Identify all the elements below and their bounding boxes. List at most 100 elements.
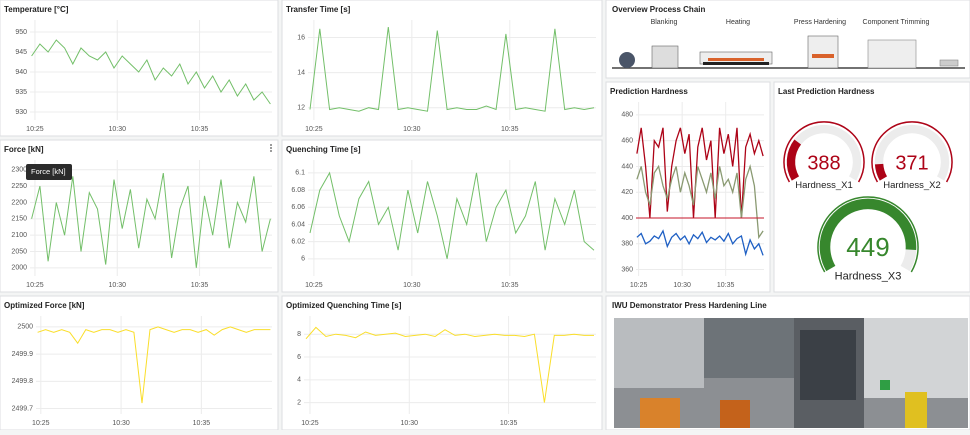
x-tick-label: 10:30: [112, 420, 130, 427]
tooltip-text: Force [kN]: [31, 167, 66, 176]
line-series: [636, 163, 764, 240]
x-tick-label: 10:35: [717, 282, 735, 289]
gauge-value: [819, 198, 917, 272]
y-tick-label: 950: [15, 29, 27, 36]
gauge-name: Hardness_X1: [795, 180, 853, 191]
panel: [0, 0, 279, 137]
tooltip: [26, 164, 72, 180]
x-tick-label: 10:35: [191, 282, 209, 289]
gauge-ring: [817, 196, 919, 273]
y-tick-label: 2000: [11, 265, 27, 272]
gauge-name: Hardness_X3: [835, 271, 902, 283]
x-tick-label: 10:25: [305, 282, 323, 289]
y-tick-label: 2: [297, 399, 301, 406]
photo: [614, 318, 968, 428]
y-tick-label: 480: [621, 112, 633, 119]
gauge-value-label: 449: [846, 232, 889, 262]
line-series: [305, 326, 594, 403]
y-tick-label: 6: [297, 354, 301, 361]
x-tick-label: 10:25: [305, 126, 323, 133]
x-tick-label: 10:30: [673, 282, 691, 289]
x-tick-label: 10:25: [630, 282, 648, 289]
y-tick-label: 2499.7: [12, 405, 34, 412]
y-tick-label: 14: [297, 69, 305, 76]
menu-dot: [270, 144, 272, 146]
y-tick-label: 2300: [11, 167, 27, 174]
y-tick-label: 380: [621, 241, 633, 248]
x-tick-label: 10:35: [501, 282, 519, 289]
panel-title: Transfer Time [s]: [286, 5, 351, 14]
panel-title: Overview Process Chain: [612, 5, 705, 14]
gauge-value-label: 388: [807, 152, 840, 174]
panel-title: Optimized Quenching Time [s]: [286, 301, 402, 310]
process-step: Press Hardening: [794, 19, 846, 26]
gauge-ring: [871, 121, 953, 183]
y-tick-label: 2499.8: [12, 378, 34, 385]
x-tick-label: 10:25: [301, 420, 319, 427]
y-tick-label: 12: [297, 105, 305, 112]
y-tick-label: 930: [15, 109, 27, 116]
gauge-name: Hardness_X2: [883, 180, 941, 191]
process-step: Heating: [726, 19, 750, 26]
y-tick-label: 935: [15, 89, 27, 96]
gauge-value-label: 371: [895, 152, 928, 174]
x-tick-label: 10:30: [403, 282, 421, 289]
gauge-ring: [783, 121, 865, 183]
x-tick-label: 10:30: [108, 126, 126, 133]
x-tick-label: 10:30: [401, 420, 419, 427]
y-tick-label: 945: [15, 49, 27, 56]
panel: [281, 139, 603, 293]
y-tick-label: 16: [297, 34, 305, 41]
line-series: [31, 39, 271, 105]
line-series: [636, 229, 764, 257]
panel: [281, 295, 603, 431]
line-series: [31, 173, 271, 268]
y-tick-label: 360: [621, 266, 633, 273]
y-tick-label: 2100: [11, 232, 27, 239]
x-tick-label: 10:25: [32, 420, 50, 427]
x-tick-label: 10:30: [403, 126, 421, 133]
y-tick-label: 6.02: [291, 238, 305, 245]
panel-title: Optimized Force [kN]: [4, 301, 85, 310]
panel-title: IWU Demonstrator Press Hardening Line: [612, 301, 767, 310]
panel-title: Quenching Time [s]: [286, 145, 361, 154]
y-tick-label: 6.1: [295, 170, 305, 177]
y-tick-label: 460: [621, 138, 633, 145]
y-tick-label: 440: [621, 163, 633, 170]
panel-title: Force [kN]: [4, 145, 44, 154]
panel-title: Temperature [°C]: [4, 5, 69, 14]
y-tick-label: 6: [301, 256, 305, 263]
process-step: Component Trimming: [863, 19, 930, 26]
panel: [773, 81, 970, 293]
y-tick-label: 940: [15, 69, 27, 76]
y-tick-label: 6.08: [291, 187, 305, 194]
panel-title: Prediction Hardness: [610, 87, 688, 96]
y-tick-label: 8: [297, 331, 301, 338]
line-series: [309, 26, 595, 112]
x-tick-label: 10:35: [191, 126, 209, 133]
x-tick-label: 10:30: [108, 282, 126, 289]
y-tick-label: 2500: [17, 324, 33, 331]
y-tick-label: 2499.9: [12, 351, 34, 358]
panel-title: Last Prediction Hardness: [778, 87, 875, 96]
gauge-track: [874, 124, 950, 181]
y-tick-label: 6.04: [291, 221, 305, 228]
y-tick-label: 420: [621, 189, 633, 196]
x-tick-label: 10:35: [193, 420, 211, 427]
y-tick-label: 2150: [11, 216, 27, 223]
x-tick-label: 10:25: [26, 126, 44, 133]
y-tick-label: 400: [621, 215, 633, 222]
panel: [0, 295, 279, 431]
y-tick-label: 2200: [11, 199, 27, 206]
y-tick-label: 2050: [11, 248, 27, 255]
menu-dot: [270, 150, 272, 152]
x-tick-label: 10:35: [500, 420, 518, 427]
line-series: [309, 171, 595, 259]
gauge-value: [874, 163, 888, 181]
process-diagram: [612, 35, 965, 69]
x-tick-label: 10:25: [26, 282, 44, 289]
panel: [0, 139, 279, 293]
menu-dot: [270, 147, 272, 149]
gauge-value: [786, 139, 802, 181]
